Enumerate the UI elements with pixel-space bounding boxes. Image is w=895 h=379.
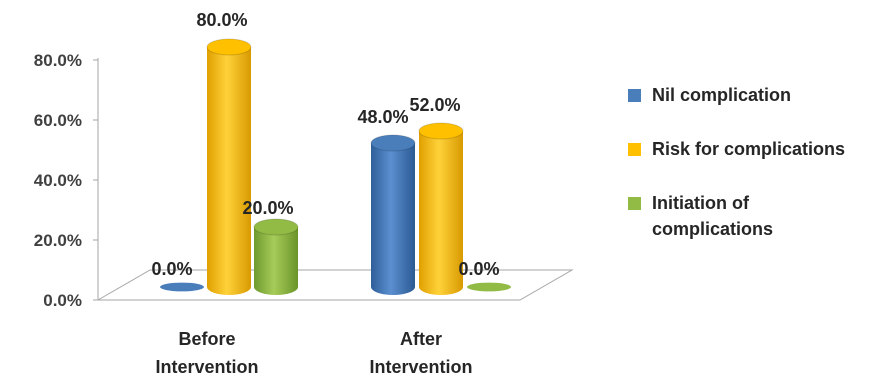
bar-body (207, 47, 251, 295)
legend-label-initiation-line2: complications (652, 219, 774, 239)
legend-label-risk: Risk for complications (652, 139, 846, 159)
x-category-label: Intervention (155, 357, 258, 377)
bar-top (253, 218, 299, 236)
bar-body (371, 143, 415, 295)
data-label: 52.0% (409, 95, 460, 115)
bar-2-1 (467, 282, 511, 292)
bar-top (418, 122, 464, 140)
legend-label-nil: Nil complication (652, 85, 792, 105)
data-label: 48.0% (357, 107, 408, 127)
legend-swatch-risk (628, 143, 641, 156)
bar-0-0 (160, 282, 204, 292)
legend-item-nil-complication: Nil complication (628, 82, 894, 108)
data-label: 80.0% (196, 10, 247, 30)
bar-1-1 (418, 122, 464, 295)
data-label: 20.0% (242, 198, 293, 218)
data-label: 0.0% (458, 259, 499, 279)
bar-zero-disc (160, 282, 204, 292)
chart-legend: Nil complication Risk for complications … (628, 82, 894, 270)
bar-body (254, 227, 298, 295)
x-category-label: Intervention (369, 357, 472, 377)
legend-item-initiation: Initiation of complications (628, 190, 894, 242)
y-tick-label: 60.0% (34, 111, 82, 130)
bar-0-1 (370, 134, 416, 295)
legend-item-risk: Risk for complications (628, 136, 894, 162)
x-category-label: Before (178, 329, 235, 349)
x-category-label: After (400, 329, 442, 349)
bar-top (206, 38, 252, 56)
legend-swatch-nil (628, 89, 641, 102)
bar-body (419, 131, 463, 295)
bar-top (370, 134, 416, 152)
y-tick-label: 80.0% (34, 51, 82, 70)
legend-label-initiation-line1: Initiation of (652, 193, 749, 213)
y-tick-label: 0.0% (43, 291, 82, 310)
legend-swatch-initiation (628, 197, 641, 210)
bar-2-0 (253, 218, 299, 295)
y-tick-label: 40.0% (34, 171, 82, 190)
bar-zero-disc (467, 282, 511, 292)
data-label: 0.0% (151, 259, 192, 279)
y-tick-label: 20.0% (34, 231, 82, 250)
bar-1-0 (206, 38, 252, 295)
